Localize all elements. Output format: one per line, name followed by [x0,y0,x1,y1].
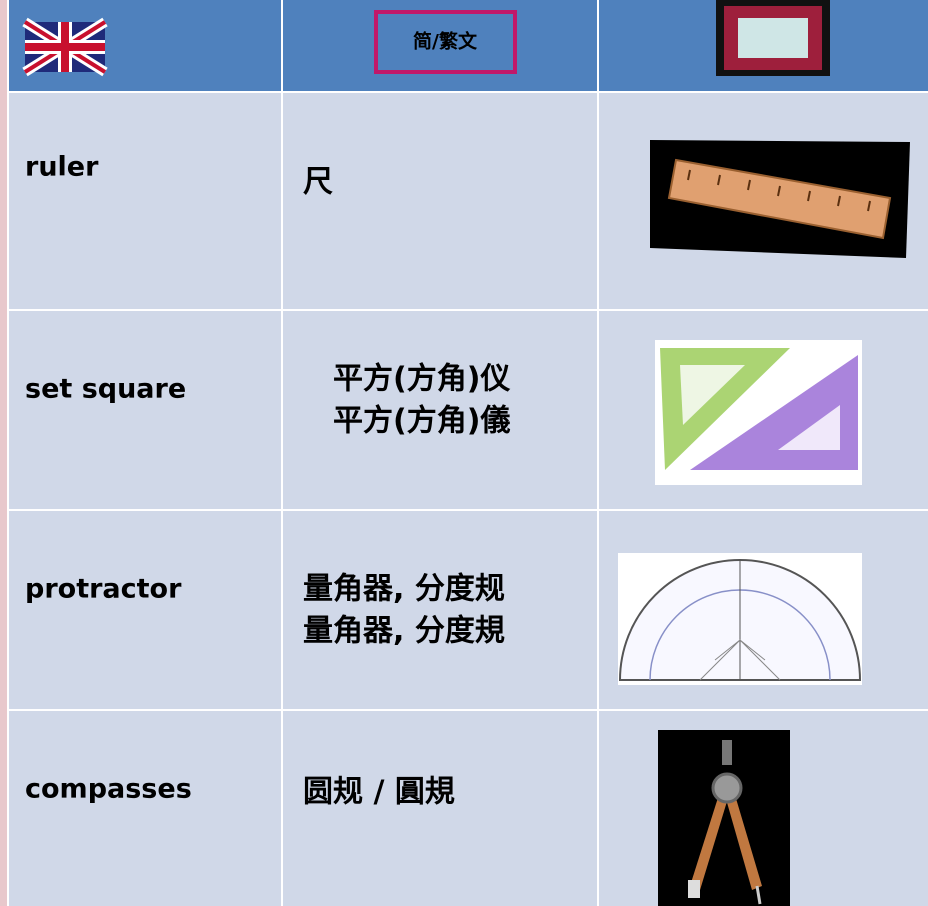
chinese-term: 量角器, 分度规 [303,572,505,607]
protractor-image [618,553,862,685]
chinese-term: 平方(方角)仪 [333,362,510,397]
uk-flag[interactable] [22,17,108,77]
cell-borders [7,0,928,906]
language-toggle[interactable]: 简/繁文 [413,30,478,53]
compasses-image [658,730,790,906]
chinese-term: 圆规 / 圓規 [303,775,455,810]
mirror-icon[interactable] [716,0,830,76]
set-square-image [655,340,862,485]
chinese-term: 量角器, 分度規 [303,614,505,649]
chinese-term: 平方(方角)儀 [333,404,510,439]
left-strip [0,0,8,906]
english-term: ruler [25,152,99,183]
chinese-term: 尺 [303,165,333,200]
english-term: set square [25,374,186,405]
english-term: compasses [25,774,192,805]
language-toggle-box[interactable] [374,10,517,74]
english-term: protractor [25,574,182,605]
ruler-image [650,140,910,258]
